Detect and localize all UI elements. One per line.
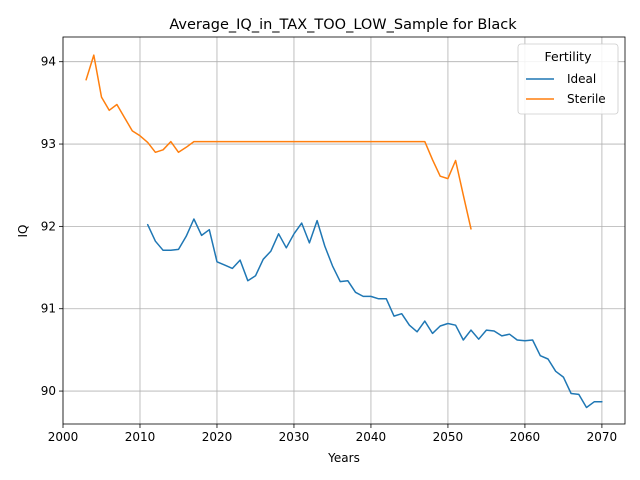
series-layer xyxy=(85,54,603,409)
series-line-sterile xyxy=(85,54,472,230)
legend-title: Fertility xyxy=(545,49,593,64)
axis-ticks: 2000 2010 2020 2030 2040 2050 2060 2070 90 91 92 93… xyxy=(41,55,617,444)
legend-label-sterile: Sterile xyxy=(567,92,606,106)
chart-title: Average_IQ_in_TAX_TOO_LOW_Sample for Bla… xyxy=(169,17,517,33)
x-tick-label: 2000 xyxy=(48,430,79,444)
x-axis-label: Years xyxy=(327,451,360,465)
x-tick-label: 2060 xyxy=(510,430,541,444)
y-axis-label: IQ xyxy=(16,225,30,238)
x-tick-label: 2020 xyxy=(202,430,233,444)
legend: Fertility Ideal Sterile xyxy=(517,43,619,115)
y-tick-label: 90 xyxy=(41,384,56,398)
x-tick-label: 2040 xyxy=(356,430,387,444)
y-tick-label: 91 xyxy=(41,302,56,316)
x-tick-label: 2010 xyxy=(125,430,156,444)
y-tick-label: 93 xyxy=(41,137,56,151)
y-tick-label: 94 xyxy=(41,55,56,69)
y-tick-label: 92 xyxy=(41,219,56,233)
legend-box xyxy=(517,43,619,115)
legend-label-ideal: Ideal xyxy=(567,72,596,86)
x-tick-label: 2030 xyxy=(279,430,310,444)
series-line-ideal xyxy=(146,218,603,409)
x-tick-label: 2070 xyxy=(587,430,618,444)
x-tick-label: 2050 xyxy=(433,430,464,444)
plot-area-frame xyxy=(62,36,626,425)
